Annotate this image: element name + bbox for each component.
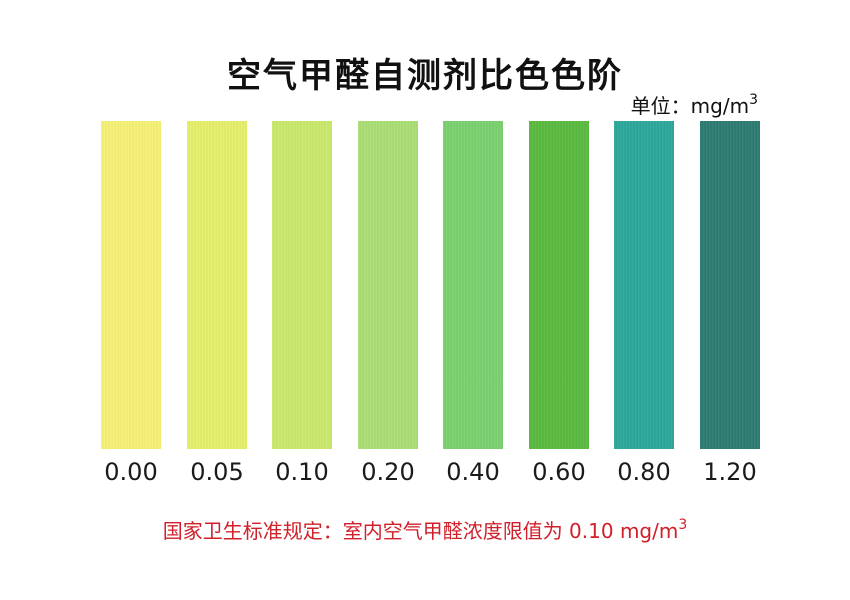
standard-note-text: 国家卫生标准规定：室内空气甲醛浓度限值为 0.10 mg/m [162,519,679,543]
swatch-label: 0.05 [190,458,244,486]
standard-note: 国家卫生标准规定：室内空气甲醛浓度限值为 0.10 mg/m3 [0,515,850,544]
color-swatch-0-10 [272,121,332,449]
color-swatch-1-20 [700,121,760,449]
color-swatch-0-40 [443,121,503,449]
swatch-label: 0.10 [275,458,329,486]
standard-note-superscript: 3 [678,516,688,533]
unit-base: mg/m [690,94,750,118]
unit-prefix: 单位： [630,94,691,118]
swatch-label: 0.80 [617,458,671,486]
unit-label: 单位：mg/m3 [631,90,758,119]
color-swatch-0-20 [358,121,418,449]
swatch-label: 1.20 [703,458,757,486]
color-swatch-0-80 [614,121,674,449]
color-swatch-0-60 [529,121,589,449]
swatch-label: 0.60 [532,458,586,486]
page-title: 空气甲醛自测剂比色色阶 [227,56,623,96]
swatch-label: 0.40 [446,458,500,486]
color-swatch-0-05 [187,121,247,449]
color-swatch-0-00 [101,121,161,449]
unit-superscript: 3 [749,91,758,108]
swatch-label: 0.20 [361,458,415,486]
unit-value: mg/m3 [690,91,758,118]
swatch-label: 0.00 [104,458,158,486]
